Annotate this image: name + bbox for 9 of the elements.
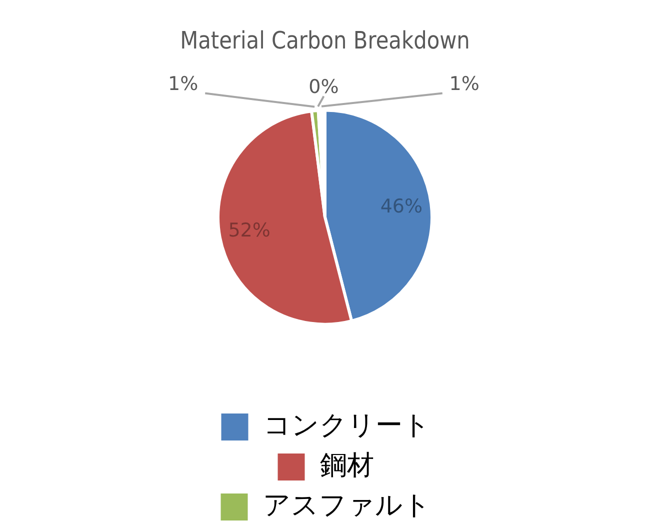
data-label: 1% [168,73,198,96]
data-label: 52% [228,220,270,242]
legend-label: コンクリート [263,410,430,442]
text: 0% [308,76,339,98]
data-label: 1% [449,73,480,96]
legend-label: 鋼材 [320,450,374,482]
legend-label: アスファルト [262,490,431,522]
chart-title: Material Carbon Breakdown [180,27,470,56]
data-label: 46% [380,196,423,218]
